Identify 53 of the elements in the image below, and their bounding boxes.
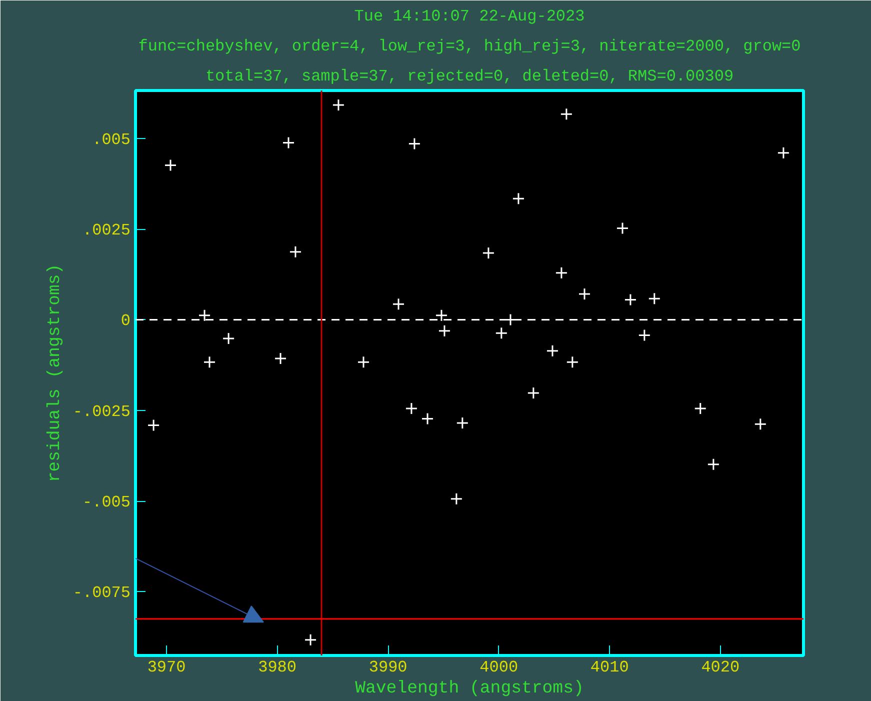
point [777,146,790,160]
point [694,402,707,415]
point [624,293,637,306]
point [754,418,767,430]
x-tick-label: 4020 [701,658,740,676]
point [616,222,629,235]
point [482,246,495,260]
x-tick-label: 4000 [480,658,518,676]
point [274,352,287,365]
point [435,309,448,322]
x-tick-label: 3980 [258,658,296,676]
y-tick-label: -.0025 [72,402,130,421]
point [450,492,463,506]
chart-title: Tue 14:10:07 22-Aug-2023 [354,8,585,26]
point [357,356,370,368]
point [222,332,235,345]
x-tick-label: 4010 [590,658,629,676]
x-axis-title: Wavelength (angstroms) [355,680,584,698]
point [555,266,568,280]
point [408,138,421,150]
point [638,329,651,342]
y-tick-label: .005 [92,130,130,149]
point [203,356,216,368]
point [560,108,573,120]
point [546,344,559,358]
y-axis-title: residuals (angstroms) [46,264,65,482]
y-tick-label: .0025 [82,222,131,240]
chart-subtitle: func=chebyshev, order=4, low_rej=3, high_rej=3, niterate=2000, grow=0 [138,38,801,56]
point [289,246,302,258]
text: total=37, sample=37, rejected=0, deleted=0, RMS=0.00309 [205,68,734,86]
point [405,402,418,415]
point [392,298,405,310]
y-tick-label: 0 [120,312,131,330]
y-tick-label: -.0075 [72,584,130,602]
x-tick-label: 3990 [368,658,408,676]
point [147,418,160,432]
point [566,356,579,368]
point [282,136,295,149]
point [578,288,591,300]
y-tick-label: -.005 [82,494,131,512]
point [198,309,211,322]
point [495,326,508,340]
point [512,192,525,205]
point [456,416,469,430]
point [164,158,177,172]
point [304,634,317,646]
point [421,412,434,425]
point [648,292,661,305]
point [707,458,720,471]
x-tick-label: 3970 [147,658,186,676]
point [527,386,540,400]
point [332,98,345,112]
point [438,324,451,338]
